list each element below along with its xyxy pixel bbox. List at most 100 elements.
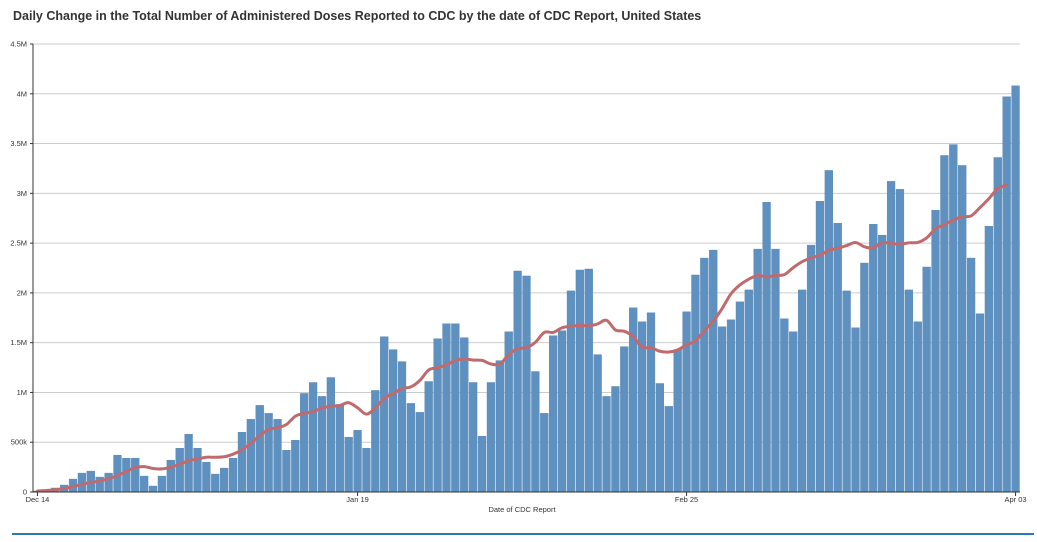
bar [220,467,229,493]
bar [700,257,709,493]
bar [691,274,700,493]
bar [397,361,407,493]
bar [202,461,211,493]
bar [718,326,727,493]
bar [237,432,247,493]
bar [549,335,558,493]
bar [682,311,691,493]
bar [122,457,131,493]
x-tick-label: Feb 25 [675,495,698,504]
bar [104,472,113,493]
bar [949,144,958,493]
bar [780,318,789,493]
x-tick-label: Jan 19 [346,495,369,504]
bar [460,337,469,493]
bar [673,349,682,493]
bar [753,248,762,493]
bar [584,268,593,493]
bar [326,377,335,493]
bar [815,201,825,493]
bar [317,396,327,493]
bar [495,360,504,493]
bar [895,189,905,493]
bar [291,440,300,493]
bar [566,290,576,493]
bar [157,475,167,493]
bar [806,244,816,493]
y-tick-label: 500k [11,438,28,447]
bar [513,270,522,493]
bar [993,157,1002,493]
y-tick-label: 1M [17,388,27,397]
bar [931,210,940,493]
bar [646,312,656,493]
bar [344,437,353,493]
bar [540,413,549,493]
bar [406,403,416,493]
bar [664,406,673,493]
bar [913,321,922,493]
bar [602,396,611,493]
axes: 0 500k 1M 1.5M 2M 2.5M 3M 3.5M 4M 4.5M Dec 14 Jan 1… [10,40,1026,505]
bar [140,475,149,493]
bar [709,249,718,493]
bar [442,323,451,493]
bar [1011,85,1020,493]
bar [211,473,220,493]
bar [762,202,771,493]
x-tick-label: Dec 14 [26,495,50,504]
bar [575,269,584,493]
bar [255,405,264,493]
bar-series [33,85,1020,493]
bar [300,393,309,493]
bar [131,457,140,493]
bar [593,354,602,493]
bar [940,155,949,493]
bar [842,290,851,493]
bar [469,382,478,493]
bar [655,383,664,493]
y-tick-label: 0 [23,488,27,497]
bar [851,327,860,493]
bottom-rule [12,533,1034,535]
bar [148,485,158,493]
bar [175,447,184,493]
y-tick-label: 3.5M [10,139,27,148]
bar [860,262,869,493]
bar [975,313,985,493]
bar [958,165,967,493]
bar [308,382,318,493]
bar [433,338,442,493]
bar [389,349,398,493]
bar [477,436,487,493]
bar [620,346,629,493]
bar [798,289,807,493]
bar [362,447,371,493]
chart-title: Daily Change in the Total Number of Admi… [13,9,702,23]
bar [193,447,202,493]
bar [557,330,567,493]
bar [264,413,273,493]
bar [744,289,753,493]
y-tick-label: 1.5M [10,338,27,347]
bar [771,248,780,493]
bar [726,319,736,493]
y-tick-label: 3M [17,189,27,198]
bar [878,234,887,493]
x-axis-title: Date of CDC Report [488,505,556,514]
y-tick-label: 2.5M [10,239,27,248]
bar [335,404,344,493]
bar [1002,96,1011,493]
bar [531,371,540,493]
x-tick-label: Apr 03 [1004,495,1026,504]
bar [353,430,362,493]
bar [380,336,389,493]
bar [424,381,433,493]
bar [246,419,255,493]
bar [833,222,842,493]
bar [228,457,238,493]
bar [522,275,531,493]
y-tick-label: 2M [17,288,27,297]
bar [486,382,496,493]
